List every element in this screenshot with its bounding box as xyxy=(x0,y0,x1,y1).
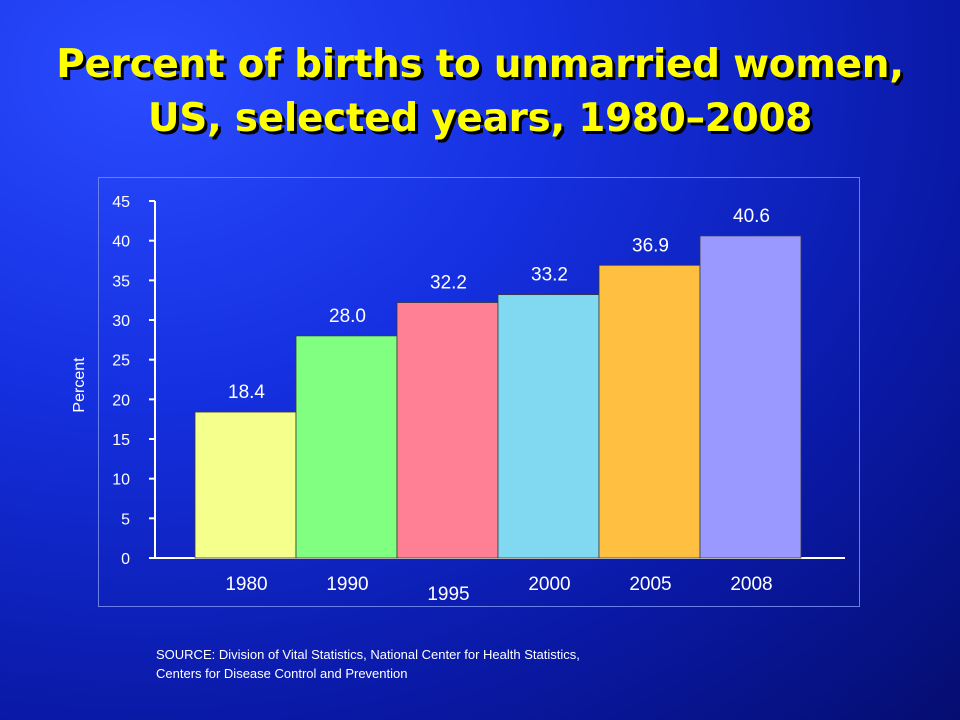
x-tick-label: 1980 xyxy=(225,574,267,595)
y-tick-label: 20 xyxy=(112,392,130,409)
source-note: SOURCE: Division of Vital Statistics, Na… xyxy=(156,645,580,683)
x-tick-label: 1995 xyxy=(427,584,469,605)
bar-value-label: 32.2 xyxy=(430,273,467,294)
y-tick-label: 10 xyxy=(112,472,130,489)
chart-title: Percent of births to unmarried women, US… xyxy=(0,38,960,146)
bar xyxy=(295,335,398,559)
x-tick-label: 2000 xyxy=(528,574,570,595)
y-tick-label: 15 xyxy=(112,432,130,449)
source-line-1: SOURCE: Division of Vital Statistics, Na… xyxy=(156,647,580,662)
y-tick-label: 40 xyxy=(112,234,130,251)
bar xyxy=(699,235,802,559)
y-tick-label: 35 xyxy=(112,273,130,290)
chart-panel xyxy=(98,177,860,607)
bar xyxy=(194,411,297,559)
y-tick-label: 5 xyxy=(121,511,130,528)
bar xyxy=(396,302,499,559)
x-tick-label: 2005 xyxy=(629,574,671,595)
bar-value-label: 40.6 xyxy=(733,206,770,227)
y-tick-label: 30 xyxy=(112,313,130,330)
bar xyxy=(598,264,701,559)
y-tick-label: 45 xyxy=(112,194,130,211)
y-tick-label: 0 xyxy=(121,551,130,568)
bar-value-label: 18.4 xyxy=(228,382,265,403)
bar xyxy=(497,294,600,559)
chart-title-line-1: Percent of births to unmarried women, xyxy=(56,42,904,87)
y-tick-label: 25 xyxy=(112,353,130,370)
bar-value-label: 36.9 xyxy=(632,235,669,256)
x-tick-label: 1990 xyxy=(326,574,368,595)
bar-value-label: 33.2 xyxy=(531,265,568,286)
source-line-2: Centers for Disease Control and Preventi… xyxy=(156,666,408,681)
y-axis-label: Percent xyxy=(71,357,88,413)
bar-value-label: 28.0 xyxy=(329,306,366,327)
chart-title-line-2: US, selected years, 1980–2008 xyxy=(147,96,813,141)
x-tick-label: 2008 xyxy=(730,574,772,595)
